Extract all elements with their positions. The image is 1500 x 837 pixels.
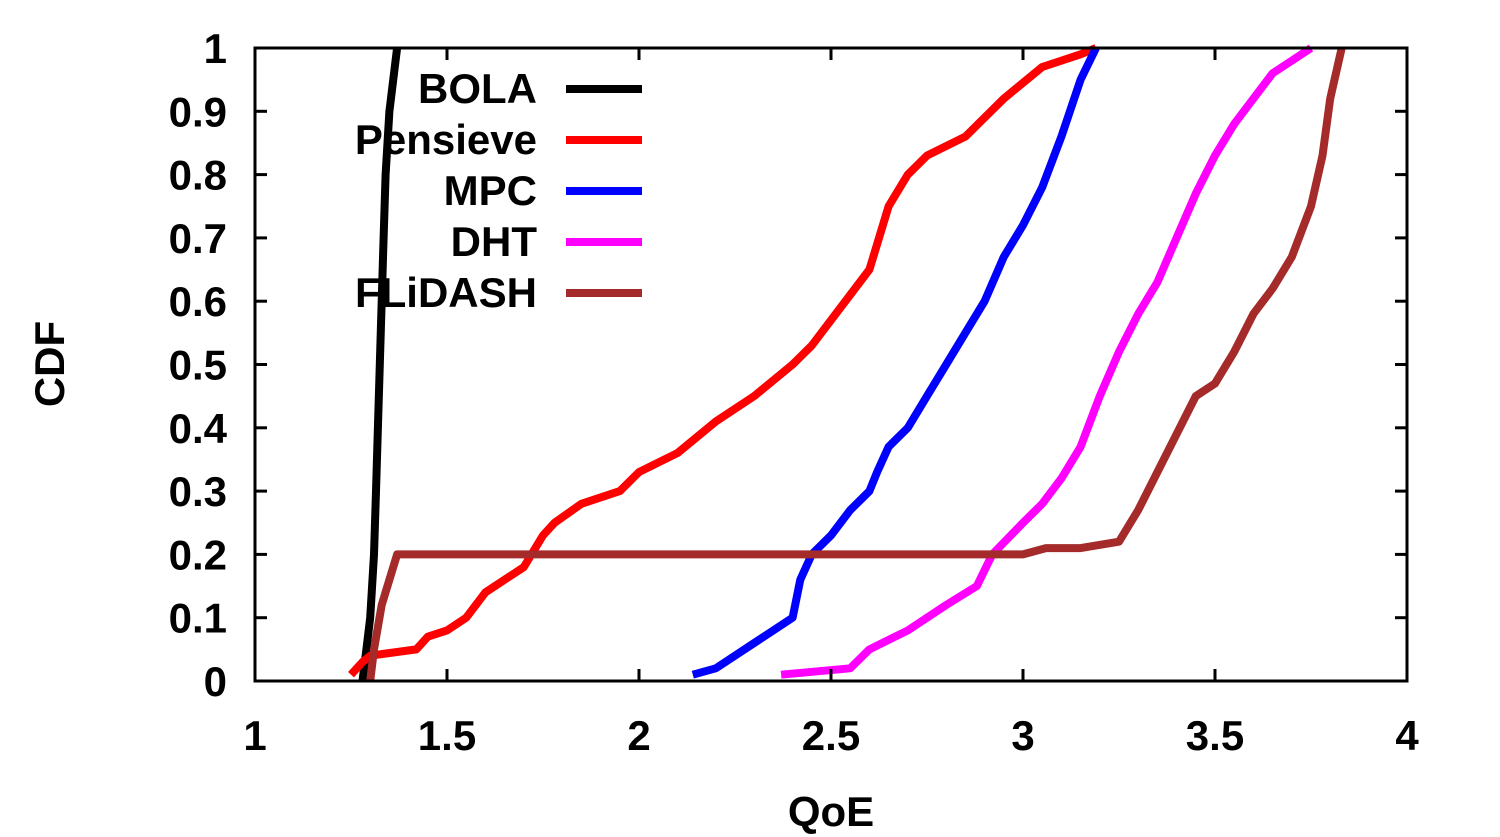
y-tick-label: 0.3	[169, 468, 227, 515]
legend-label-dht: DHT	[451, 218, 538, 265]
legend-label-mpc: MPC	[444, 167, 537, 214]
x-tick-label: 2	[627, 712, 650, 759]
legend-label-pensieve: Pensieve	[355, 116, 537, 163]
y-tick-label: 0.7	[169, 215, 227, 262]
x-tick-label: 2.5	[802, 712, 860, 759]
legend-label-bola: BOLA	[418, 65, 537, 112]
x-tick-label: 3.5	[1186, 712, 1244, 759]
legend-label-flidash: FLiDASH	[355, 269, 537, 316]
y-tick-label: 0.1	[169, 595, 227, 642]
y-tick-label: 0.2	[169, 531, 227, 578]
x-axis-title: QoE	[788, 788, 874, 835]
y-tick-label: 0	[204, 658, 227, 705]
series-line-mpc	[693, 48, 1096, 675]
y-tick-label: 0.9	[169, 88, 227, 135]
x-tick-label: 1.5	[418, 712, 476, 759]
y-tick-label: 0.4	[169, 405, 228, 452]
y-tick-label: 0.5	[169, 342, 227, 389]
x-tick-label: 1	[243, 712, 266, 759]
x-tick-label: 4	[1395, 712, 1419, 759]
y-axis-title: CDF	[26, 321, 73, 407]
y-tick-label: 0.8	[169, 152, 227, 199]
x-tick-label: 3	[1011, 712, 1034, 759]
y-tick-label: 0.6	[169, 278, 227, 325]
y-tick-label: 1	[204, 25, 227, 72]
